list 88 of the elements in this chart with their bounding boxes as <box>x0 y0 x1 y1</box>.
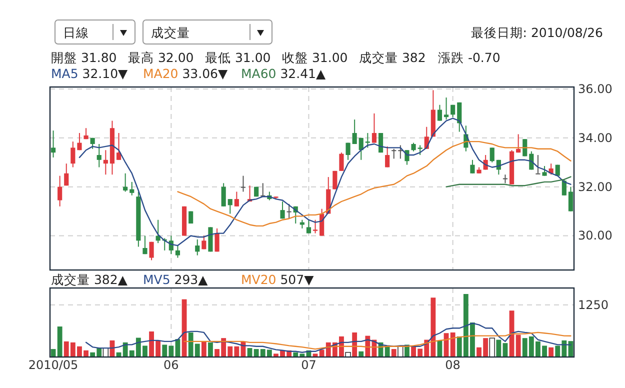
candlestick <box>418 144 422 156</box>
candlestick <box>175 245 180 258</box>
bar <box>57 326 62 357</box>
candlestick <box>70 141 76 168</box>
candlestick <box>516 134 521 154</box>
candlestick <box>568 186 574 212</box>
text: 最低 31.00 <box>205 50 271 65</box>
candlestick <box>228 198 232 214</box>
candlestick <box>195 238 200 256</box>
candlestick <box>562 178 566 196</box>
y-tick-label: 1250 <box>578 298 609 312</box>
candlestick <box>404 150 410 166</box>
candlestick <box>64 163 69 186</box>
x-tick-label: 07 <box>301 358 316 372</box>
text: 32.10▼ <box>78 66 128 81</box>
candlestick <box>214 228 220 252</box>
candlestick <box>358 137 364 160</box>
candlestick <box>306 219 312 234</box>
candlestick <box>280 200 285 220</box>
y-tick-label: 30.00 <box>578 228 612 243</box>
text: 293▲ <box>170 272 208 287</box>
candlestick <box>221 182 226 207</box>
candlestick <box>58 175 62 207</box>
text: 成交量 382 <box>359 50 426 65</box>
bar <box>516 334 521 357</box>
candlestick <box>398 144 403 160</box>
candlestick <box>234 191 239 207</box>
candlestick <box>50 130 56 158</box>
candlestick <box>240 175 246 192</box>
candlestick <box>149 241 154 261</box>
text: 507▼ <box>276 272 314 287</box>
candlestick <box>392 148 396 160</box>
text: MV20 <box>241 272 276 287</box>
text: 最高 32.00 <box>128 50 194 65</box>
text: 33.06▼ <box>178 66 228 81</box>
y-tick-label: 36.00 <box>578 82 612 96</box>
line-series <box>446 176 572 188</box>
x-tick-label: 06 <box>164 358 179 372</box>
bar <box>548 347 554 357</box>
bar <box>358 351 364 357</box>
candlestick <box>536 154 540 174</box>
candlestick <box>444 97 449 120</box>
text: 32.41▲ <box>276 66 326 81</box>
candlestick <box>339 152 344 172</box>
candlestick <box>437 104 442 122</box>
bar <box>208 342 213 357</box>
text: 最後日期: 2010/08/26 <box>470 25 604 40</box>
text: 漲跌 -0.70 <box>438 50 500 65</box>
candlestick <box>346 142 350 160</box>
candlestick <box>542 166 547 176</box>
dropdown: 成交量 <box>142 20 272 44</box>
text: MA20 <box>143 66 178 81</box>
dropdown: 日線 <box>54 20 136 44</box>
candlestick <box>470 159 475 174</box>
candlestick <box>202 235 206 250</box>
candlestick <box>372 112 377 144</box>
candlestick <box>123 172 128 192</box>
text: 收盤 31.00 <box>282 50 348 65</box>
bar <box>496 340 502 357</box>
candlestick <box>352 119 357 145</box>
candlestick <box>130 181 134 196</box>
candlestick <box>142 235 148 255</box>
candlestick <box>116 132 122 160</box>
candlestick <box>385 146 390 168</box>
x-tick-label: 2010/05 <box>28 358 78 372</box>
bar <box>450 332 456 357</box>
candlestick <box>96 144 102 168</box>
candlestick <box>103 150 108 176</box>
x-tick-label: 08 <box>445 358 460 372</box>
text: MA5 <box>51 66 78 81</box>
candlestick <box>77 132 82 151</box>
text: MA60 <box>241 66 276 81</box>
candlestick <box>286 203 292 220</box>
candlestick <box>450 104 456 118</box>
y-tick-label: 32.00 <box>578 180 612 194</box>
text: 382▲ <box>90 272 128 287</box>
y-tick-label: 34.00 <box>578 130 612 145</box>
text: 開盤 31.80 <box>51 50 117 65</box>
candlestick <box>332 170 338 190</box>
bar <box>489 338 495 358</box>
bar <box>384 346 390 357</box>
candlestick <box>365 132 370 148</box>
candlestick <box>490 147 494 163</box>
candlestick <box>312 219 318 234</box>
text: 成交量 <box>51 272 90 287</box>
bar <box>391 349 396 357</box>
text: MV5 <box>143 272 170 287</box>
bar <box>201 341 206 357</box>
